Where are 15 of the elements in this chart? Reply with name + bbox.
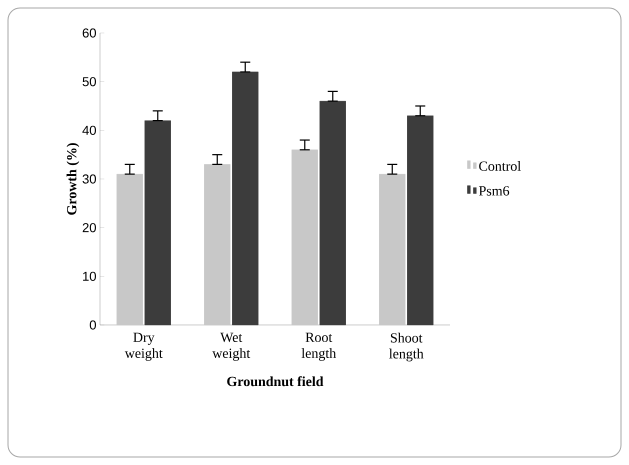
x-tick-label: Dry weight (124, 332, 163, 361)
y-tick-label: 40 (82, 126, 96, 135)
y-axis-title: Growth (%) (66, 143, 80, 215)
legend-label: Control (479, 161, 521, 171)
y-tick-label: 10 (83, 272, 96, 281)
y-tick-label: 60 (82, 28, 96, 38)
x-axis-title: Groundnut field (227, 376, 324, 386)
legend-label: Psm6 (478, 186, 510, 196)
y-tick-label: 30 (82, 174, 96, 184)
x-tick-label: Wet weight (212, 332, 250, 361)
x-tick-label: Root length (302, 332, 336, 361)
y-tick-label: 20 (82, 223, 96, 232)
x-tick-label: Shoot length (389, 332, 424, 362)
y-tick-label: 50 (82, 77, 96, 86)
y-tick-label: 0 (90, 320, 96, 330)
